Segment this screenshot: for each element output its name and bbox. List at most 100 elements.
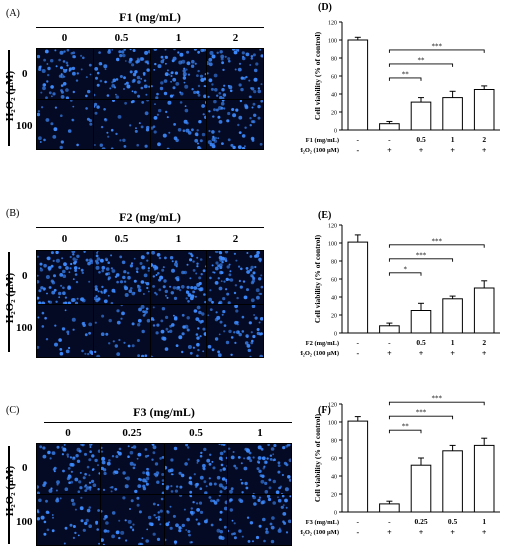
microscopy-tile [37, 304, 93, 357]
treatment-h2o2: + [450, 146, 455, 155]
microscopy-tile [150, 49, 207, 99]
col-label: 0 [65, 427, 71, 439]
row-label-h2o2: H₂O₂ (100 μM) [300, 147, 339, 154]
significance-bracket [388, 49, 485, 53]
row-label: 100 [16, 516, 33, 528]
bar-chart-e: 0 20 40 60 80 100 120 Cell viability (% of cont… [300, 224, 500, 358]
significance-bracket [388, 258, 454, 262]
y-axis-label: Cell viability (% of control) [313, 234, 322, 323]
treatment-h2o2: + [482, 146, 487, 155]
y-tick-label: 100 [328, 421, 337, 427]
microscopy-grid-a [36, 48, 264, 150]
row-label: 100 [16, 322, 33, 334]
bar [442, 450, 463, 513]
microscopy-tile [228, 444, 291, 494]
microscopy-tile [37, 99, 93, 149]
col-label: 0 [61, 32, 68, 44]
microscopy-tile [93, 251, 150, 304]
bar [442, 97, 463, 131]
y-tick-label: 60 [331, 75, 337, 81]
microscopy-tile [207, 304, 263, 357]
y-tick-label: 100 [328, 242, 337, 248]
treatment-dose: 0.5 [448, 517, 458, 526]
micro-title-f3: F3 (mg/mL) [133, 405, 195, 419]
y-tick-label: 60 [331, 278, 337, 284]
treatment-h2o2: - [356, 528, 359, 537]
col-label: 2 [232, 32, 239, 44]
microscopy-grid-b [36, 250, 264, 358]
bar [347, 241, 369, 334]
significance-label: *** [416, 251, 427, 259]
microscopy-tile [100, 495, 164, 545]
col-label: 1 [257, 427, 263, 439]
bar [410, 101, 432, 131]
microscopy-tile [37, 49, 93, 99]
microscopy-tile [37, 444, 100, 494]
panel-letter-a: (A) [6, 8, 20, 19]
treatment-dose: - [388, 338, 391, 347]
microscopy-tile [37, 251, 93, 304]
row-bracket [8, 446, 10, 544]
microscopy-tile [207, 99, 263, 149]
row-label-factor: F3 (mg/mL) [306, 519, 339, 526]
microscopy-tile [164, 495, 228, 545]
bar [410, 464, 432, 513]
col-label: 1 [175, 233, 182, 245]
treatment-h2o2: - [356, 349, 359, 358]
y-axis-label: Cell viability (% of control) [313, 413, 322, 502]
row-label: 100 [16, 120, 33, 132]
treatment-dose: 2 [482, 135, 486, 144]
row-label-factor: F1 (mg/mL) [306, 137, 339, 144]
row-label: 0 [22, 270, 28, 282]
bar [410, 310, 432, 334]
significance-bracket [388, 272, 422, 276]
row-label: 0 [22, 68, 28, 80]
microscopy-tile [207, 49, 263, 99]
significance-label: *** [416, 409, 427, 417]
treatment-h2o2: - [356, 146, 359, 155]
y-tick-label: 0 [334, 511, 337, 517]
treatment-h2o2: + [419, 146, 424, 155]
row-bracket [8, 252, 10, 352]
microscopy-tile [93, 99, 150, 149]
bar [473, 287, 495, 334]
micro-title-rule [36, 227, 264, 228]
y-tick-label: 80 [331, 439, 337, 445]
treatment-h2o2: + [419, 528, 424, 537]
microscopy-tile [150, 304, 207, 357]
treatment-dose: 1 [482, 517, 486, 526]
significance-bracket [388, 415, 454, 420]
y-tick-label: 120 [328, 224, 337, 230]
col-label: 0.25 [122, 427, 142, 439]
treatment-h2o2: + [419, 349, 424, 358]
bar [379, 503, 400, 513]
treatment-dose: - [388, 517, 391, 526]
micro-title-f2: F2 (mg/mL) [119, 210, 181, 224]
y-tick-label: 120 [328, 403, 337, 409]
row-label: 0 [22, 462, 28, 474]
treatment-h2o2: + [450, 349, 455, 358]
col-label: 0 [61, 233, 68, 245]
significance-bracket [388, 77, 422, 81]
y-tick-label: 80 [331, 57, 337, 63]
treatment-h2o2: + [482, 528, 487, 537]
micro-title-rule [44, 422, 292, 423]
treatment-h2o2: + [387, 528, 392, 537]
significance-label: ** [418, 56, 426, 64]
treatment-h2o2: + [387, 349, 392, 358]
significance-label: *** [432, 42, 443, 50]
treatment-dose: 0.5 [416, 338, 426, 347]
treatment-dose: 0.5 [416, 135, 426, 144]
col-label: 0.5 [189, 427, 203, 439]
significance-label: * [403, 265, 407, 273]
panel-letter-f: (F) [318, 405, 331, 416]
y-tick-label: 20 [331, 111, 337, 117]
y-axis-label: Cell viability (% of control) [313, 31, 322, 120]
bar-chart-f: 0 20 40 60 80 100 120 Cell viability (% of cont… [300, 395, 500, 537]
treatment-h2o2: + [482, 349, 487, 358]
significance-label: *** [432, 237, 443, 245]
col-label: 0.5 [114, 233, 129, 245]
microscopy-tile [37, 495, 100, 545]
row-axis-label: H₂O₂ (μM) [4, 465, 16, 517]
bar [347, 39, 369, 131]
